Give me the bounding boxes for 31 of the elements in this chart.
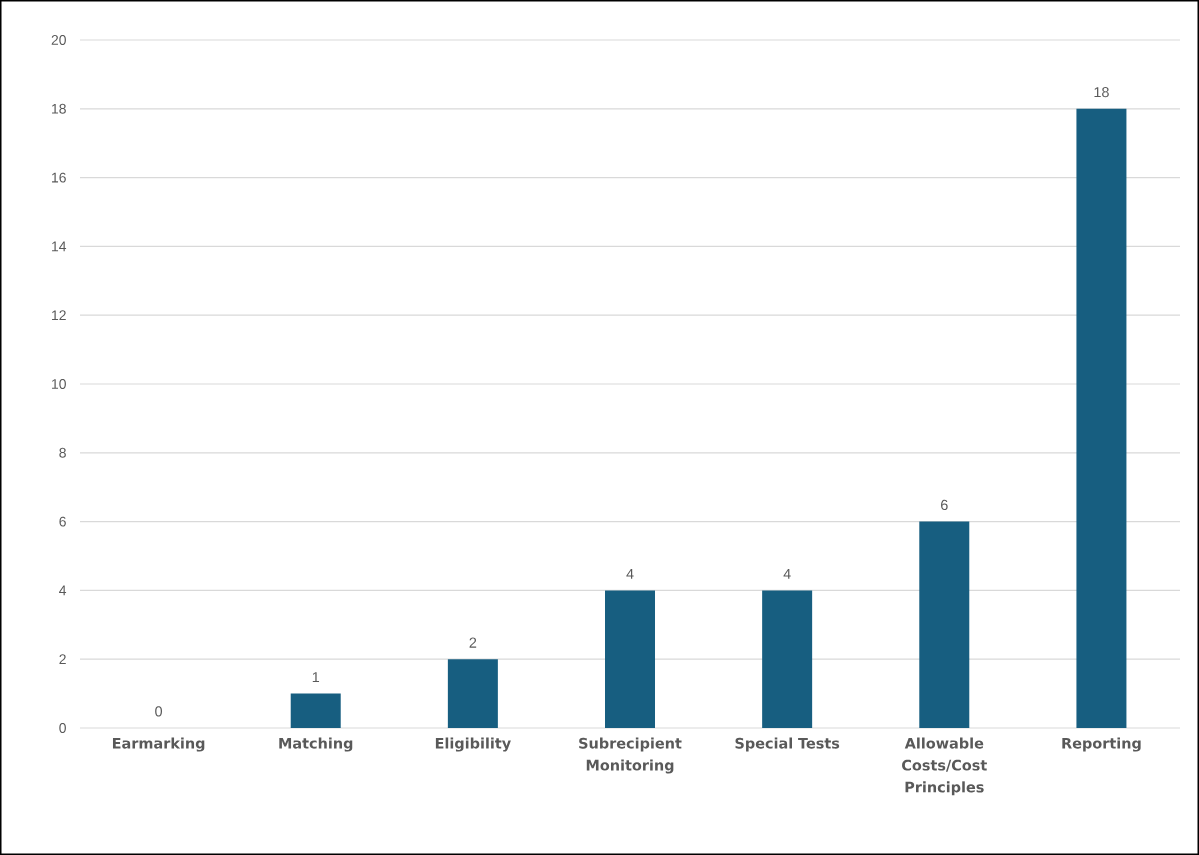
- data-label: 4: [783, 568, 791, 579]
- y-tick-label: 14: [52, 241, 67, 252]
- y-tick-label: 0: [59, 723, 66, 733]
- y-tick-label: 4: [59, 585, 67, 596]
- bar: [1076, 108, 1127, 728]
- y-tick-label: 6: [59, 516, 66, 527]
- data-label: 1: [312, 672, 320, 683]
- x-tick-label: Reporting: [1062, 737, 1141, 752]
- data-label: 4: [626, 568, 634, 579]
- bar: [605, 590, 655, 728]
- data-label: 0: [155, 706, 163, 717]
- x-tick-label: Allowable Costs/Cost Principles: [902, 737, 987, 796]
- data-label: 6: [941, 499, 948, 511]
- data-label: 2: [469, 637, 477, 648]
- bar: [762, 590, 813, 728]
- x-tick-label: Earmarking: [112, 737, 205, 752]
- bar: [290, 693, 341, 728]
- y-tick-label: 12: [52, 310, 66, 321]
- y-tick-label: 2: [59, 654, 66, 665]
- y-tick-label: 16: [52, 172, 66, 183]
- x-tick-label: Special Tests: [735, 737, 840, 752]
- x-tick-label: Eligibility: [435, 737, 511, 752]
- bar: [919, 521, 970, 728]
- y-tick-label: 8: [59, 447, 66, 458]
- y-tick-label: 18: [52, 103, 66, 114]
- bar: [447, 659, 498, 728]
- y-tick-label: 20: [51, 35, 66, 45]
- data-label: 18: [1094, 87, 1109, 98]
- x-tick-label: Matching: [279, 737, 353, 752]
- y-tick-label: 10: [52, 379, 66, 389]
- x-tick-label: Subrecipient Monitoring: [579, 737, 682, 774]
